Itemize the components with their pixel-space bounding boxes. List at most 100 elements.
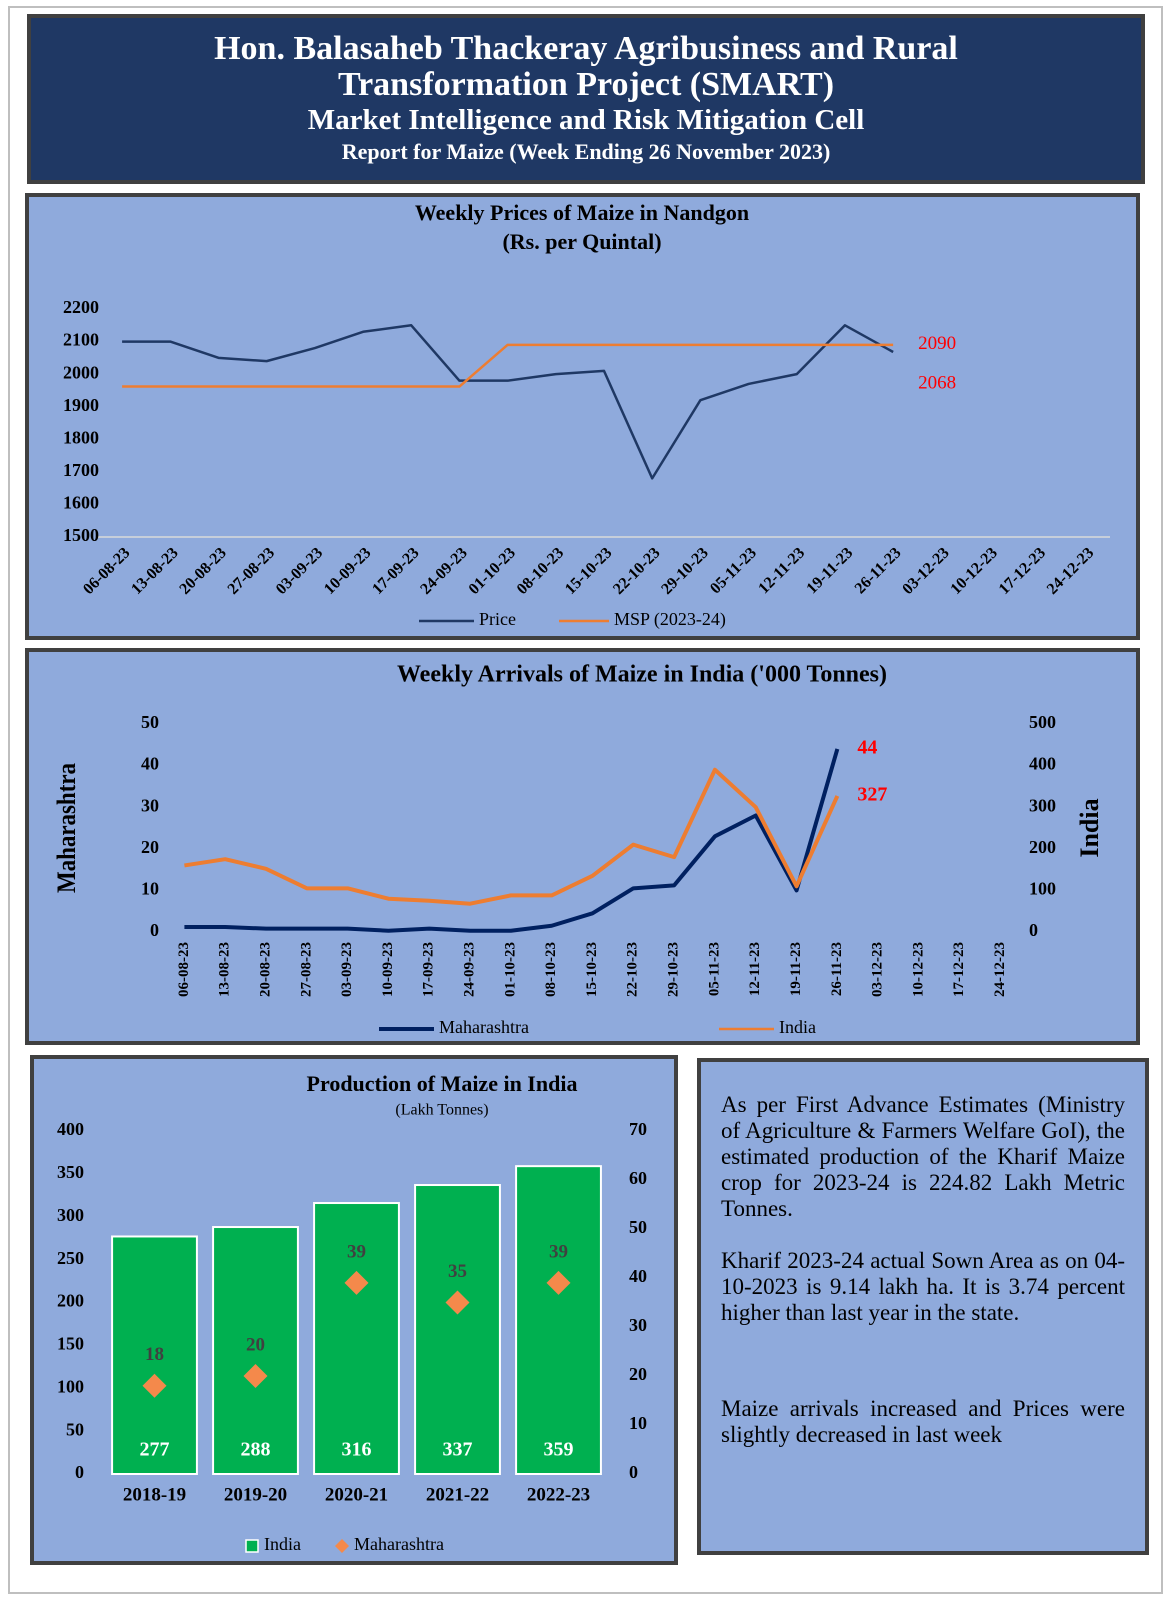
y2-tick-label: 500: [1029, 712, 1056, 732]
chart: Weekly Arrivals of Maize in India ('000 …: [52, 662, 1104, 1038]
x-tick-label: 03-12-23: [870, 942, 886, 997]
legend-swatch: [335, 1539, 349, 1553]
x-tick-label: 22-10-23: [610, 544, 663, 597]
y2-tick-label: 300: [1029, 795, 1056, 815]
x-tick-label: 08-10-23: [543, 942, 559, 997]
header-line: Hon. Balasaheb Thackeray Agribusiness an…: [214, 30, 958, 67]
data-label: 327: [857, 784, 887, 806]
chart-title: Weekly Prices of Maize in Nandgon: [415, 200, 749, 225]
data-label: 359: [544, 1439, 574, 1461]
x-tick-label: 17-09-23: [421, 942, 437, 997]
x-tick-label: 17-12-23: [951, 942, 967, 997]
bar: [111, 1235, 198, 1475]
x-tick-label: 19-11-23: [803, 544, 856, 597]
x-tick-label: 19-11-23: [788, 942, 804, 996]
y2-tick-label: 50: [629, 1217, 647, 1237]
x-tick-label: 17-09-23: [369, 544, 422, 597]
x-tick-label: 12-11-23: [755, 544, 808, 597]
y-axis-label: Maharashtra: [52, 763, 81, 893]
x-tick-label: 05-11-23: [706, 942, 722, 996]
data-label: 288: [241, 1439, 271, 1461]
x-tick-label: 10-12-23: [947, 544, 1000, 597]
x-tick-label: 22-10-23: [625, 942, 641, 997]
y-tick-label: 2000: [63, 362, 99, 382]
y-tick-label: 30: [141, 795, 159, 815]
y-tick-label: 0: [75, 1462, 84, 1482]
data-label: 277: [140, 1439, 170, 1461]
x-tick-label: 13-08-23: [217, 942, 233, 997]
x-tick-label: 2019-20: [224, 1484, 287, 1505]
data-label: 35: [448, 1261, 467, 1282]
x-tick-label: 06-08-23: [80, 544, 133, 597]
x-tick-label: 2018-19: [123, 1484, 186, 1505]
chart-title: Production of Maize in India: [307, 1071, 578, 1096]
y-tick-label: 40: [141, 754, 159, 774]
diamond-marker: [546, 1270, 571, 1295]
diamond-marker: [445, 1290, 470, 1315]
x-tick-label: 12-11-23: [747, 942, 763, 996]
chart: Production of Maize in India (Lakh Tonnes…: [57, 1071, 647, 1554]
x-tick-label: 20-08-23: [176, 544, 229, 597]
data-label: 2090: [918, 333, 956, 354]
data-label: 337: [443, 1439, 473, 1461]
x-tick-label: 26-11-23: [852, 544, 905, 597]
x-tick-label: 08-10-23: [514, 544, 567, 597]
y2-tick-label: 60: [629, 1168, 647, 1188]
y2-tick-label: 0: [629, 1462, 638, 1482]
x-tick-label: 24-12-23: [1044, 544, 1097, 597]
text-box: As per First Advance Estimates (Ministry…: [697, 1058, 1149, 1555]
x-tick-label: 17-12-23: [996, 544, 1049, 597]
paragraph: As per First Advance Estimates (Ministry…: [721, 1092, 1125, 1221]
x-tick-label: 24-09-23: [462, 942, 478, 997]
data-label: 39: [549, 1241, 568, 1262]
y2-tick-label: 30: [629, 1315, 647, 1335]
chart: Weekly Prices of Maize in Nandgon (Rs. pe…: [63, 200, 1110, 630]
y-tick-label: 1600: [63, 493, 99, 513]
y-tick-label: 1700: [63, 460, 99, 480]
x-tick-label: 2021-22: [426, 1484, 489, 1505]
data-label: 316: [342, 1439, 372, 1461]
line-series: [122, 343, 894, 388]
x-tick-label: 29-10-23: [666, 942, 682, 997]
y2-tick-label: 40: [629, 1266, 647, 1286]
header-line: Report for Maize (Week Ending 26 Novembe…: [341, 139, 831, 164]
x-tick-label: 03-09-23: [339, 942, 355, 997]
legend-label: Maharashtra: [354, 1534, 444, 1554]
chart-title: Weekly Arrivals of Maize in India ('000 …: [397, 662, 887, 688]
header-line: Market Intelligence and Risk Mitigation …: [307, 104, 865, 136]
x-tick-label: 01-10-23: [502, 942, 518, 997]
y-tick-label: 300: [57, 1205, 84, 1225]
y2-tick-label: 100: [1029, 879, 1056, 899]
bar: [313, 1202, 400, 1475]
chart-panel: Production of Maize in India (Lakh Tonnes…: [30, 1055, 678, 1565]
y-tick-label: 2100: [63, 330, 99, 350]
legend-label: MSP (2023-24): [614, 609, 726, 630]
chart-subtitle: (Rs. per Quintal): [502, 229, 661, 254]
x-tick-label: 10-12-23: [910, 942, 926, 997]
x-tick-label: 29-10-23: [658, 544, 711, 597]
x-tick-label: 01-10-23: [466, 544, 519, 597]
x-tick-label: 03-12-23: [899, 544, 952, 597]
y-tick-label: 350: [57, 1162, 84, 1182]
header-line: Transformation Project (SMART): [337, 66, 835, 103]
x-tick-label: 2022-23: [527, 1484, 590, 1505]
header: Hon. Balasaheb Thackeray Agribusiness an…: [27, 14, 1145, 184]
y2-tick-label: 20: [629, 1364, 647, 1384]
line-series: [184, 748, 840, 933]
chart-panel: Weekly Arrivals of Maize in India ('000 …: [25, 648, 1140, 1045]
x-tick-label: 26-11-23: [829, 942, 845, 996]
x-tick-label: 10-09-23: [321, 544, 374, 597]
x-tick-label: 05-11-23: [707, 544, 760, 597]
x-tick-label: 27-08-23: [225, 544, 278, 597]
y2-tick-label: 10: [629, 1413, 647, 1433]
data-label: 18: [145, 1344, 164, 1365]
y-tick-label: 20: [141, 837, 159, 857]
paragraph: Maize arrivals increased and Prices were…: [721, 1396, 1125, 1447]
x-tick-label: 27-08-23: [298, 942, 314, 997]
y2-tick-label: 70: [629, 1119, 647, 1139]
legend-label: India: [264, 1534, 301, 1554]
y-tick-label: 200: [57, 1291, 84, 1311]
x-tick-label: 24-09-23: [417, 544, 470, 597]
diamond-marker: [142, 1373, 167, 1398]
